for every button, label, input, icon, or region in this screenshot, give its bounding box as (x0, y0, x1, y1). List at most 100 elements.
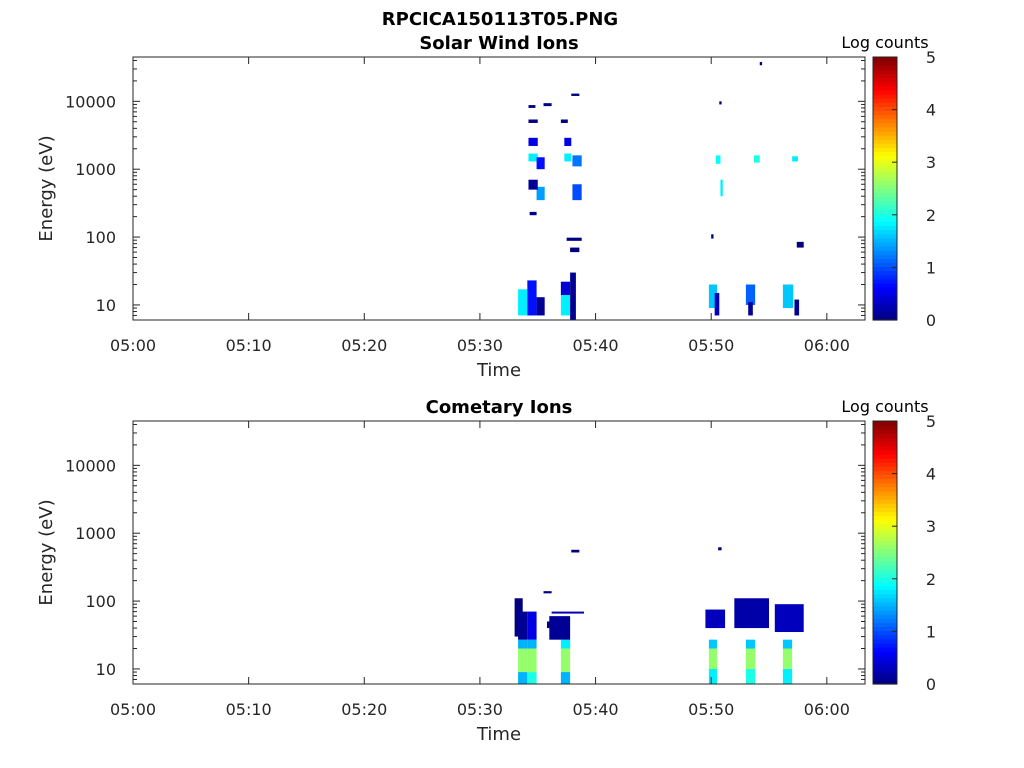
heatmap-cell (560, 119, 568, 123)
heatmap-cell (536, 186, 545, 201)
colorbar-segment (873, 552, 897, 558)
heatmap-cell (719, 101, 722, 105)
colorbar-segment (873, 192, 897, 198)
colorbar-segment (873, 585, 897, 591)
colorbar-segment (873, 200, 897, 206)
heatmap-cell (527, 639, 537, 649)
heatmap-cell (536, 157, 545, 170)
colorbar-segment (873, 634, 897, 640)
colorbar-segment (873, 135, 897, 140)
colorbar-segment (873, 679, 897, 685)
colorbar-segment (873, 167, 897, 173)
colorbar-segment (873, 531, 897, 537)
colorbar-segment (873, 544, 897, 549)
heatmap-cell (708, 648, 717, 669)
colorbar-segment (873, 457, 897, 463)
heatmap-cell (560, 295, 571, 316)
heatmap-cell (518, 639, 528, 649)
colorbar-segment (873, 663, 897, 669)
x-tick-label: 05:20 (341, 336, 387, 355)
y-tick-label: 10000 (65, 456, 116, 475)
panel-title: Cometary Ions (426, 397, 573, 418)
colorbar-segment (873, 89, 897, 95)
x-tick-label: 05:40 (573, 336, 619, 355)
colorbar-segment (873, 577, 897, 582)
colorbar-segment (873, 494, 897, 500)
plot-area (133, 421, 865, 684)
colorbar-segment (873, 540, 897, 545)
colorbar-segment (873, 421, 897, 426)
colorbar-segment (873, 429, 897, 434)
x-tick-label: 05:00 (110, 700, 156, 719)
colorbar-segment (873, 77, 897, 83)
colorbar-segment (873, 299, 897, 305)
colorbar-segment (873, 98, 897, 103)
colorbar-segment (873, 139, 897, 144)
colorbar-segment (873, 515, 897, 521)
heatmap-cell (782, 648, 793, 669)
colorbar-tick-label: 3 (926, 153, 936, 172)
heatmap-cell (564, 153, 572, 162)
colorbar-segment (873, 601, 897, 607)
colorbar-segment (873, 229, 897, 235)
colorbar-segment (873, 433, 897, 439)
colorbar-segment (873, 486, 897, 492)
colorbar-tick-label: 1 (926, 622, 936, 641)
heatmap-cell (570, 247, 580, 253)
colorbar-segment (873, 278, 897, 284)
colorbar-segment (873, 57, 897, 62)
heatmap-cell (745, 284, 756, 305)
heatmap-cell (705, 609, 726, 629)
heatmap-cell (792, 156, 798, 162)
colorbar-segment (873, 209, 897, 214)
colorbar-segment (873, 250, 897, 255)
colorbar-segment (873, 163, 897, 169)
colorbar-segment (873, 564, 897, 570)
colorbar-box (872, 420, 898, 685)
colorbar-segment (873, 221, 897, 227)
colorbar-tick-label: 4 (926, 101, 936, 120)
colorbar-segment (873, 151, 897, 157)
colorbar-segment (873, 593, 897, 599)
colorbar-segment (873, 303, 897, 309)
colorbar-segment (873, 213, 897, 218)
heatmap-cell (720, 179, 723, 197)
colorbar-segment (873, 482, 897, 488)
colorbar-tick-label: 4 (926, 465, 936, 484)
colorbar-segment (873, 568, 897, 574)
colorbar-segment (873, 511, 897, 517)
heatmap-cell (745, 648, 756, 669)
heatmap-cell (543, 103, 552, 107)
colorbar-segment (873, 671, 897, 677)
heatmap-cell (748, 302, 753, 316)
colorbar-segment (873, 536, 897, 541)
colorbar-segment (873, 283, 897, 288)
colorbar-segment (873, 659, 897, 665)
heatmap-cell (571, 93, 580, 96)
x-tick-label: 06:00 (804, 700, 850, 719)
heatmap-cell (734, 598, 770, 629)
colorbar-segment (873, 307, 897, 313)
colorbar-segment (873, 462, 897, 467)
x-tick-label: 05:40 (573, 700, 619, 719)
colorbar-segment (873, 523, 897, 529)
colorbar-segment (873, 618, 897, 623)
panel-title: Solar Wind Ions (419, 33, 578, 54)
heatmap-cell (572, 184, 582, 201)
colorbar-segment (873, 597, 897, 603)
colorbar-segment (873, 651, 897, 656)
colorbar-tick-label: 2 (926, 206, 936, 225)
colorbar-tick-label: 1 (926, 258, 936, 277)
colorbar-segment (873, 490, 897, 496)
heatmap-cells (518, 61, 804, 320)
colorbar-segment (873, 114, 897, 120)
colorbar-segment (873, 449, 897, 455)
y-tick-label: 10000 (65, 92, 116, 111)
heatmap-cell (745, 639, 756, 649)
colorbar-segment (873, 315, 897, 321)
colorbar-segment (873, 675, 897, 681)
colorbar-segment (873, 217, 897, 222)
colorbar-segment (873, 291, 897, 296)
